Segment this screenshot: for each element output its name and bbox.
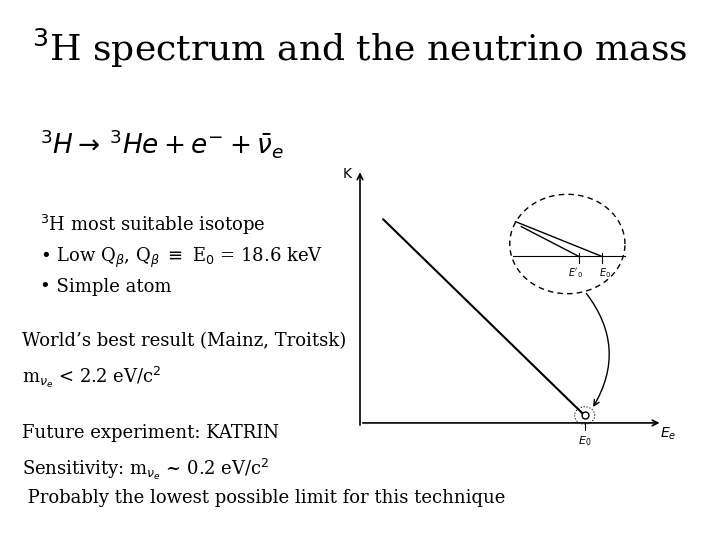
Text: $^{3}H \rightarrow\, ^{3}He + e^{-} + \bar{\nu}_{e}$: $^{3}H \rightarrow\, ^{3}He + e^{-} + \b… [40, 127, 284, 160]
Text: • Simple atom: • Simple atom [40, 278, 171, 296]
Text: $E_0$: $E_0$ [578, 434, 591, 448]
Text: $E_0$: $E_0$ [599, 266, 611, 280]
Text: $^{3}$H most suitable isotope: $^{3}$H most suitable isotope [40, 213, 265, 238]
Text: $E_e$: $E_e$ [660, 426, 676, 442]
Text: World’s best result (Mainz, Troitsk): World’s best result (Mainz, Troitsk) [22, 332, 346, 350]
Text: $E'_0$: $E'_0$ [569, 266, 583, 280]
Text: Future experiment: KATRIN: Future experiment: KATRIN [22, 424, 279, 442]
Text: m$_{\nu_{e}}$ < 2.2 eV/c$^{2}$: m$_{\nu_{e}}$ < 2.2 eV/c$^{2}$ [22, 364, 161, 390]
Text: • Low Q$_{\beta}$, Q$_{\beta}$ $\equiv$ E$_{0}$ = 18.6 keV: • Low Q$_{\beta}$, Q$_{\beta}$ $\equiv$ … [40, 246, 323, 270]
Text: $^{3}$H spectrum and the neutrino mass: $^{3}$H spectrum and the neutrino mass [32, 27, 688, 70]
Text: K: K [343, 167, 351, 181]
Text: Sensitivity: m$_{\nu_{e}}$ ~ 0.2 eV/c$^{2}$: Sensitivity: m$_{\nu_{e}}$ ~ 0.2 eV/c$^{… [22, 456, 269, 482]
Text: Probably the lowest possible limit for this technique: Probably the lowest possible limit for t… [22, 489, 505, 507]
